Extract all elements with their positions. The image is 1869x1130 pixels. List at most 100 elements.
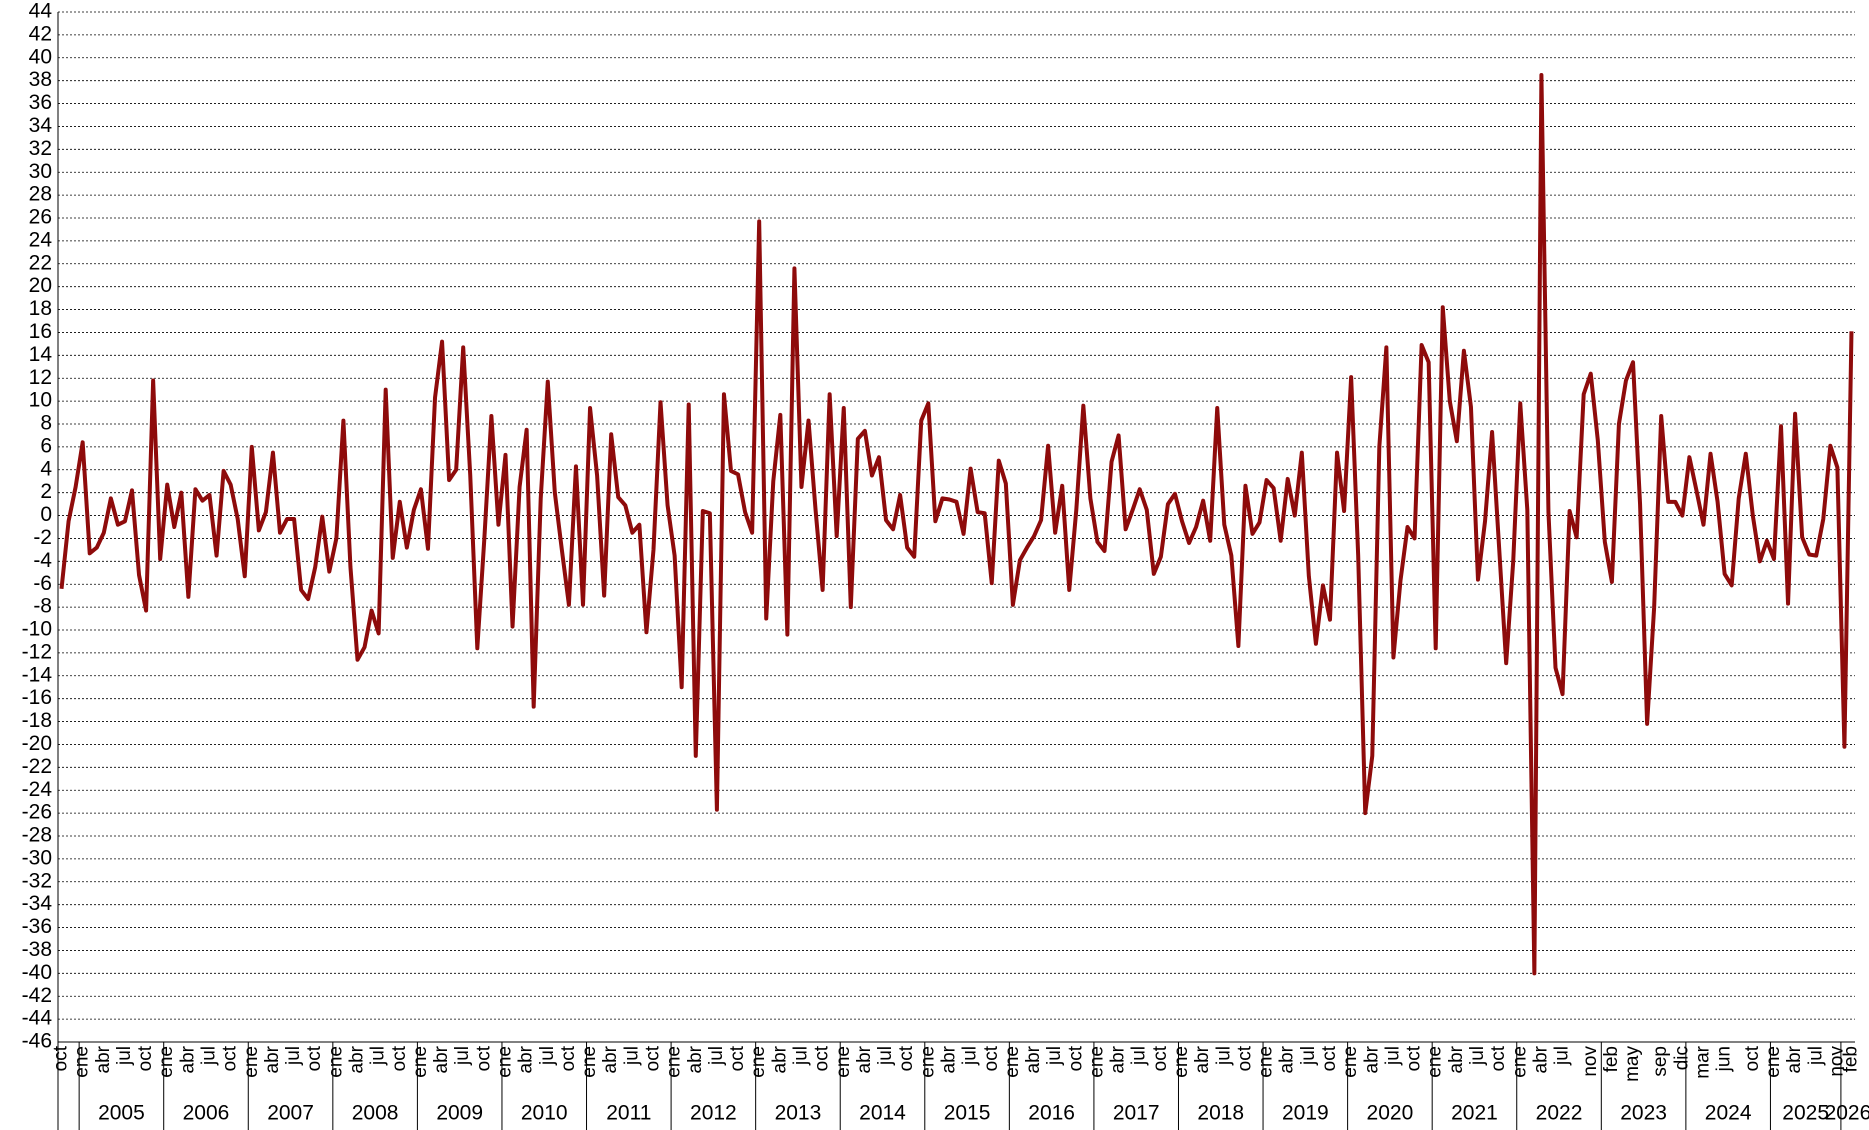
y-tick-label: -34 [22,892,53,915]
x-tick-label: jul [706,1046,727,1066]
group-label: 2009 [436,1102,483,1125]
x-tick-label: oct [558,1045,579,1071]
x-tick-label: oct [473,1045,494,1071]
x-tick-label: oct [642,1045,663,1071]
x-tick-label: oct [220,1045,241,1071]
data-line [59,72,1854,976]
x-tick-label: ene [241,1046,262,1078]
group-label: 2022 [1536,1102,1583,1125]
x-tick-label: jul [114,1046,135,1066]
group-label: 2024 [1705,1102,1752,1125]
y-tick-label: -8 [33,595,52,618]
x-tick-label: abr [938,1045,959,1073]
y-tick-label: 34 [29,114,53,137]
x-tick-label: ene [325,1046,346,1078]
y-tick-label: -38 [22,938,52,961]
group-label: 2017 [1113,1102,1160,1125]
y-tick-label: -46 [22,1030,52,1053]
group-label: 2013 [775,1102,822,1125]
group-label: 2025 [1782,1102,1829,1125]
x-tick-label: jul [960,1046,981,1066]
group-label: 2010 [521,1102,568,1125]
y-tick-label: 28 [29,183,52,206]
x-tick-label: abr [1277,1045,1298,1073]
x-tick-label: ene [156,1046,177,1078]
x-tick-label: oct [51,1045,72,1071]
x-tick-label: nov [1826,1046,1847,1077]
y-tick-label: -36 [22,915,52,938]
x-tick-label: jul [1298,1046,1319,1066]
y-tick-label: -24 [22,778,53,801]
y-tick-label: -32 [22,869,52,892]
y-tick-label: -26 [22,801,52,824]
group-label: 2020 [1367,1102,1414,1125]
y-tick-label: -12 [22,640,52,663]
group-label: 2007 [267,1102,314,1125]
group-label: 2016 [1028,1102,1075,1125]
x-tick-label: sep [1650,1046,1671,1077]
y-tick-label: -14 [22,663,53,686]
y-tick-label: 36 [29,91,52,114]
x-tick-label: jul [1552,1046,1573,1066]
x-tick-label: oct [1742,1045,1763,1071]
x-tick-label: abr [685,1045,706,1073]
group-label: 2026 [1825,1102,1869,1125]
x-tick-label: abr [262,1045,283,1073]
x-tick-label: jul [790,1046,811,1066]
x-tick-label: abr [347,1045,368,1073]
x-tick-label: dic [1671,1046,1692,1070]
y-tick-label: -30 [22,846,52,869]
group-label: 2014 [859,1102,906,1125]
y-tick-label: 14 [29,343,53,366]
x-tick-label: abr [1361,1045,1382,1073]
x-tick-label: abr [516,1045,537,1073]
x-tick-label: ene [1340,1046,1361,1078]
x-tick-label: jul [1467,1046,1488,1066]
x-tick-label: ene [72,1046,93,1078]
x-tick-label: mar [1693,1045,1714,1078]
y-tick-label: 12 [29,366,52,389]
x-tick-label: jul [1129,1046,1150,1066]
y-tick-label: 26 [29,206,52,229]
x-tick-label: jul [1805,1046,1826,1066]
x-tick-label: jul [621,1046,642,1066]
y-tick-label: 16 [29,320,52,343]
y-tick-label: 2 [40,480,52,503]
x-tick-label: may [1622,1046,1643,1082]
group-label: 2021 [1451,1102,1498,1125]
x-tick-label: ene [1086,1046,1107,1078]
x-tick-label: abr [93,1045,114,1073]
y-tick-label: 4 [40,457,52,480]
y-tick-label: 44 [29,0,53,23]
x-tick-label: oct [135,1045,156,1071]
y-tick-label: 24 [29,228,53,251]
x-tick-label: ene [1002,1046,1023,1078]
y-tick-label: 40 [29,45,52,68]
x-tick-label: abr [1023,1045,1044,1073]
x-tick-label: ene [1509,1046,1530,1078]
y-tick-label: -10 [22,618,52,641]
y-tick-label: -16 [22,686,52,709]
y-tick-label: -28 [22,824,52,847]
x-tick-label: jun [1714,1046,1735,1072]
y-tick-label: 42 [29,22,52,45]
y-tick-label: 38 [29,68,52,91]
x-tick-label: oct [1234,1045,1255,1071]
x-tick-label: abr [1530,1045,1551,1073]
y-tick-label: 32 [29,137,52,160]
x-tick-label: oct [896,1045,917,1071]
x-tick-label: jul [1044,1046,1065,1066]
x-tick-label: oct [1065,1045,1086,1071]
y-tick-label: -40 [22,961,52,984]
x-tick-label: ene [410,1046,431,1078]
x-tick-label: abr [1446,1045,1467,1073]
x-tick-label: abr [177,1045,198,1073]
x-tick-label: abr [431,1045,452,1073]
y-tick-label: -4 [33,549,52,572]
x-tick-label: jul [283,1046,304,1066]
x-tick-label: abr [1784,1045,1805,1073]
x-tick-label: jul [452,1046,473,1066]
y-tick-label: 10 [29,389,52,412]
y-tick-label: 30 [29,160,52,183]
